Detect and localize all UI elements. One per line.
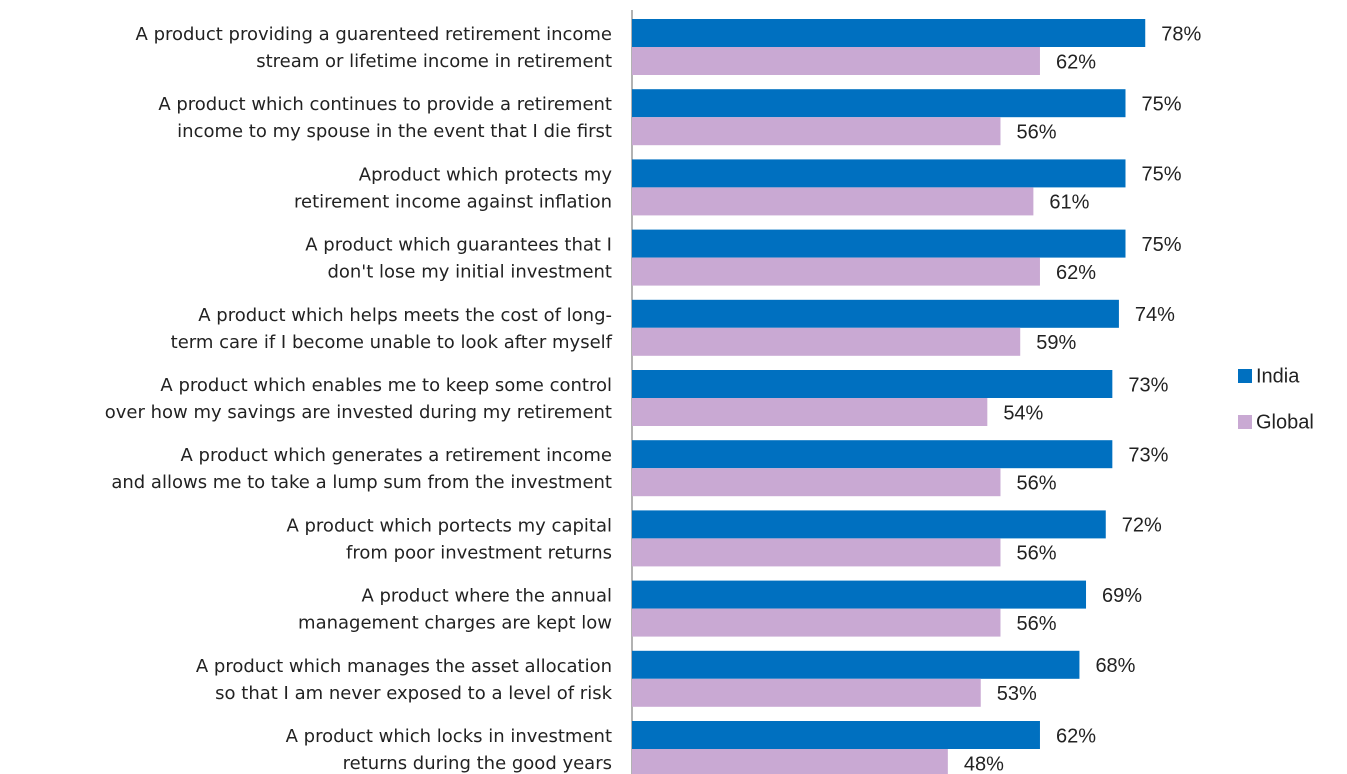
category-label: A product which manages the asset alloca… [196, 656, 612, 677]
category-label: so that I am never exposed to a level of… [215, 683, 612, 704]
category-label: returns during the good years [343, 753, 612, 774]
bar [632, 749, 948, 774]
bar [632, 89, 1126, 118]
bar [632, 398, 988, 426]
bar [632, 510, 1106, 539]
category-label: A product which enables me to keep some … [160, 375, 612, 396]
category-label: management charges are kept low [298, 613, 612, 634]
value-label: 56% [1016, 472, 1056, 494]
value-label: 69% [1102, 585, 1142, 607]
bar [632, 370, 1113, 398]
bar [632, 468, 1001, 497]
bar [632, 187, 1034, 216]
value-label: 56% [1016, 543, 1056, 565]
bar [632, 47, 1040, 75]
category-label: income to my spouse in the event that I … [177, 121, 612, 142]
value-label: 62% [1056, 51, 1096, 73]
category-label: term care if I become unable to look aft… [171, 332, 613, 353]
value-label: 72% [1122, 515, 1162, 537]
bar [632, 538, 1001, 567]
value-label: 48% [964, 753, 1004, 774]
value-label: 74% [1135, 304, 1175, 326]
bar [632, 229, 1126, 258]
value-label: 78% [1161, 23, 1201, 45]
bar [632, 650, 1080, 679]
bar [632, 721, 1040, 749]
bar [632, 19, 1146, 47]
value-label: 62% [1056, 262, 1096, 284]
value-label: 75% [1142, 164, 1182, 186]
value-label: 61% [1049, 192, 1089, 214]
category-label: A product providing a guarenteed retirem… [136, 24, 612, 45]
legend-label: Global [1256, 411, 1314, 433]
bar [632, 299, 1119, 328]
bar [632, 117, 1001, 146]
bar [632, 440, 1113, 469]
category-label: over how my savings are invested during … [105, 402, 612, 423]
legend-swatch [1238, 369, 1252, 383]
category-label: A product which guarantees that I [305, 235, 612, 256]
value-label: 75% [1142, 93, 1182, 115]
bar [632, 159, 1126, 188]
category-label: don't lose my initial investment [327, 262, 612, 283]
bar [632, 678, 981, 707]
category-label: A product which helps meets the cost of … [198, 305, 612, 326]
category-label: A product where the annual [361, 586, 612, 607]
value-label: 73% [1128, 374, 1168, 396]
legend-swatch [1238, 415, 1252, 429]
category-label: from poor investment returns [346, 542, 612, 563]
category-label: and allows me to take a lump sum from th… [111, 472, 612, 493]
value-label: 56% [1016, 613, 1056, 635]
category-label: retirement income against inflation [294, 191, 612, 212]
legend-label: India [1256, 365, 1300, 387]
category-label: A product which portects my capital [286, 515, 612, 536]
value-label: 75% [1142, 234, 1182, 256]
bar [632, 580, 1087, 609]
bar [632, 608, 1001, 637]
category-label: A product which generates a retirement i… [181, 445, 612, 466]
value-label: 59% [1036, 332, 1076, 354]
value-label: 53% [997, 683, 1037, 705]
value-label: 54% [1003, 402, 1043, 424]
value-label: 73% [1128, 444, 1168, 466]
value-label: 62% [1056, 725, 1096, 747]
category-label: stream or lifetime income in retirement [256, 51, 612, 72]
category-label: Aproduct which protects my [359, 164, 613, 185]
bar [632, 327, 1021, 356]
bar [632, 257, 1040, 286]
value-label: 68% [1095, 655, 1135, 677]
category-label: A product which continues to provide a r… [158, 94, 612, 115]
value-label: 56% [1016, 121, 1056, 143]
category-label: A product which locks in investment [286, 726, 612, 747]
